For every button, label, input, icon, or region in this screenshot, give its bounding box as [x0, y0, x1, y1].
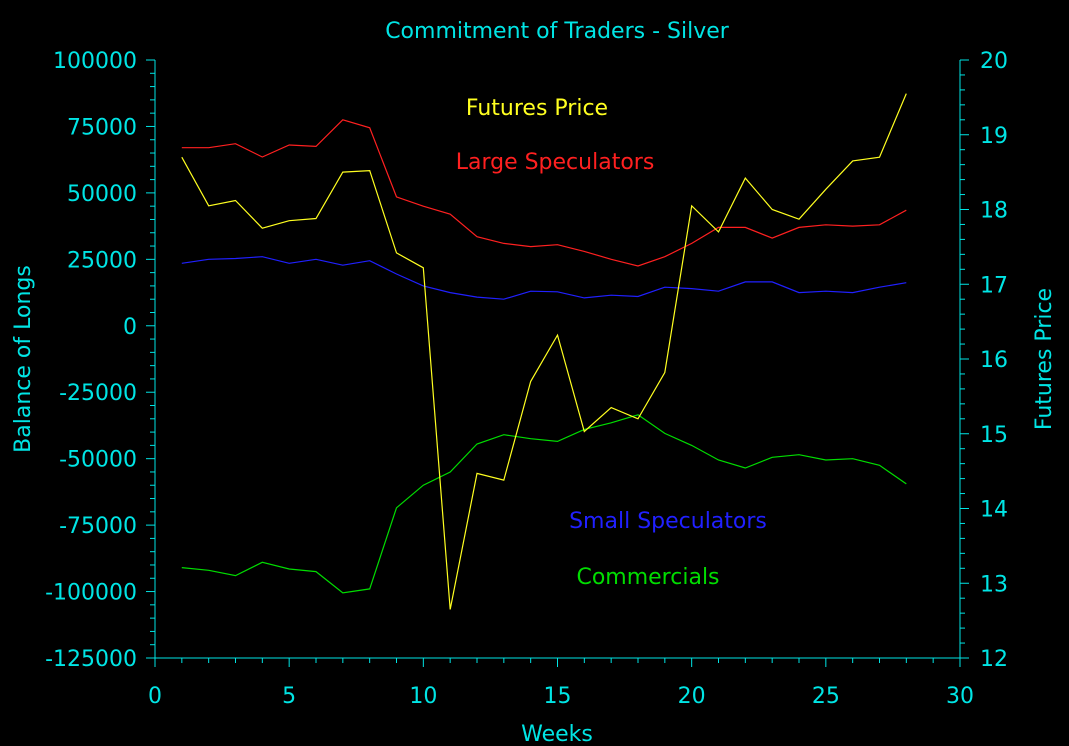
legend-label-small-speculators: Small Speculators	[569, 509, 767, 534]
legend-label-large-speculators: Large Speculators	[456, 150, 655, 175]
chart-title: Commitment of Traders - Silver	[385, 19, 730, 44]
series-line-large-speculators	[181, 119, 907, 267]
x-tick-label: 25	[812, 684, 840, 709]
legend-label-futures-price: Futures Price	[466, 96, 608, 121]
y-tick-label: 25000	[67, 248, 137, 273]
y-tick-label: -50000	[59, 448, 137, 473]
y-tick-label: 75000	[67, 115, 137, 140]
y2-tick-label: 15	[980, 423, 1008, 448]
y2-tick-label: 13	[980, 572, 1008, 597]
x-axis-label: Weeks	[521, 722, 593, 746]
x-tick-label: 15	[544, 684, 572, 709]
legend: Large Speculators Small Speculators Commer…	[456, 96, 767, 590]
y2-tick-label: 16	[980, 348, 1008, 373]
y2-tick-label: 17	[980, 273, 1008, 298]
y2-tick-label: 18	[980, 199, 1008, 224]
y-tick-label: -25000	[59, 381, 137, 406]
series-line-futures-price	[181, 93, 907, 610]
series-lines	[181, 93, 907, 610]
x-tick-label: 0	[148, 684, 162, 709]
series-line-small-speculators	[181, 256, 907, 300]
series-line-commercials	[181, 414, 907, 594]
y-tick-label: -125000	[45, 647, 137, 672]
y2-tick-label: 20	[980, 49, 1008, 74]
y2-tick-label: 14	[980, 498, 1008, 523]
y-tick-label: -75000	[59, 514, 137, 539]
y-tick-label: 100000	[53, 49, 137, 74]
y2-tick-label: 12	[980, 647, 1008, 672]
y-tick-label: 0	[123, 315, 137, 340]
y2-tick-label: 19	[980, 124, 1008, 149]
y-tick-label: -100000	[45, 581, 137, 606]
x-tick-label: 10	[409, 684, 437, 709]
y-axis-label: Balance of Longs	[11, 265, 36, 453]
y2-axis-label: Futures Price	[1032, 288, 1057, 430]
legend-label-commercials: Commercials	[576, 565, 719, 590]
x-tick-label: 5	[282, 684, 296, 709]
x-tick-label: 30	[946, 684, 974, 709]
y-tick-label: 50000	[67, 182, 137, 207]
x-tick-label: 20	[678, 684, 706, 709]
axes: 100000 75000 50000 25000 0 -25000 -50000 -75000…	[45, 49, 1008, 709]
